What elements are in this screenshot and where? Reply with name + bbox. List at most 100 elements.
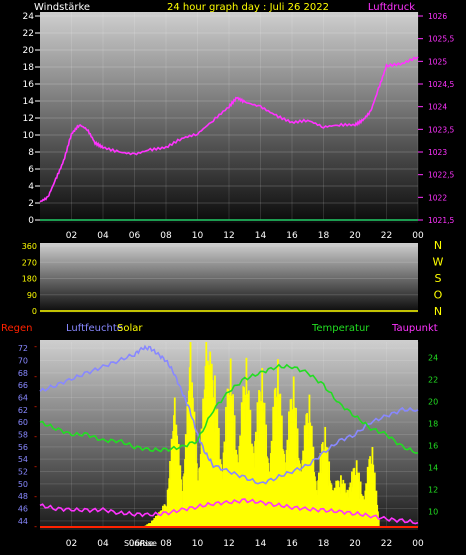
dewpoint-line (39, 498, 419, 525)
header-right: Luftdruck (368, 2, 415, 13)
left-tick-label: 10 (23, 131, 35, 141)
direction-letter: W (433, 256, 444, 269)
x-tick-label: 00 (412, 231, 424, 241)
x-tick-label: 20 (349, 539, 361, 549)
right-tick-label: 1023 (428, 148, 447, 157)
humidity-tick-label: 60 (18, 418, 28, 427)
x-tick-label: 08 (160, 539, 172, 549)
solar-area (143, 342, 380, 527)
left-tick-label: 12 (23, 114, 34, 124)
dewpoint-label: Taupunkt (391, 323, 438, 334)
humidity-line (39, 344, 419, 485)
direction-letter: S (435, 272, 442, 285)
rain-tick-label: - (34, 342, 37, 351)
direction-tick-label: 270 (22, 258, 37, 267)
climate-lines (39, 344, 419, 528)
temperature-tick-label: 24 (428, 353, 438, 362)
humidity-tick-label: 64 (18, 394, 28, 403)
humidity-tick-label: 44 (18, 517, 28, 526)
x-tick-label: 04 (97, 539, 109, 549)
temperature-tick-label: 12 (428, 486, 438, 495)
right-tick-label: 1025 (428, 57, 447, 66)
direction-letter: N (434, 305, 442, 318)
left-tick-label: 8 (28, 148, 34, 158)
left-tick-label: 22 (23, 29, 34, 39)
right-tick-label: 1024,5 (428, 80, 454, 89)
humidity-tick-label: 72 (18, 344, 28, 353)
direction-panel (40, 243, 418, 313)
direction-letter: N (434, 239, 442, 252)
left-tick-label: 6 (28, 165, 34, 175)
direction-axis-ticks: 0 90 180 270 360 (22, 242, 37, 316)
left-tick-label: 18 (23, 63, 35, 73)
rain-tick-label: - (34, 462, 37, 471)
temperature-tick-label: 10 (428, 508, 438, 517)
humidity-tick-label: 62 (18, 406, 28, 415)
x-tick-label: 14 (255, 231, 267, 241)
left-tick-label: 4 (28, 182, 34, 192)
rain-tick-label: - (34, 492, 37, 501)
temperature-tick-label: 18 (428, 419, 438, 428)
rain-label: Regen (1, 323, 33, 334)
temperature-tick-label: 20 (428, 397, 438, 406)
rain-tick-label: - (34, 522, 37, 531)
left-tick-label: 0 (28, 216, 34, 226)
right-tick-label: 1025,5 (428, 35, 454, 44)
x-tick-label: 10 (192, 539, 204, 549)
pressure-grid (40, 12, 419, 221)
solar-label: Solar (117, 323, 143, 334)
pressure-axis-ticks: 0246810121416182022241021,510221022,5102… (23, 12, 455, 226)
humidity-tick-label: 46 (18, 505, 28, 514)
humidity-tick-label: 54 (18, 455, 28, 464)
x-tick-label: 18 (318, 231, 330, 241)
climate-x-ticks: 02 04 06 08 10 12 14 16 18 20 22 00 (66, 539, 424, 549)
right-tick-label: 1023,5 (428, 125, 454, 134)
sunset-label: Rise (140, 539, 157, 548)
left-tick-label: 14 (23, 97, 35, 107)
humidity-tick-label: 48 (18, 492, 28, 501)
x-tick-label: 06 (129, 539, 141, 549)
x-tick-label: 16 (286, 539, 298, 549)
rain-tick-label: - (34, 402, 37, 411)
direction-tick-label: 0 (32, 307, 37, 316)
direction-tick-label: 90 (27, 291, 37, 300)
humidity-tick-label: 70 (18, 357, 28, 366)
x-tick-label: 08 (160, 231, 172, 241)
x-tick-label: 22 (381, 539, 392, 549)
humidity-tick-label: 58 (18, 431, 28, 440)
x-tick-label: 16 (286, 231, 298, 241)
pressure-line (39, 56, 419, 203)
right-tick-label: 1021,5 (428, 216, 454, 225)
x-tick-label: 06 (129, 231, 141, 241)
x-tick-label: 04 (97, 231, 109, 241)
pressure-lines (39, 56, 419, 221)
x-tick-label: 12 (223, 231, 234, 241)
right-tick-label: 1024 (428, 103, 447, 112)
x-tick-label: 22 (381, 231, 392, 241)
rain-tick-label: - (34, 372, 37, 381)
header-center: 24 hour graph day : Juli 26 2022 (167, 2, 329, 13)
x-tick-label: 20 (349, 231, 361, 241)
humidity-tick-label: 50 (18, 480, 28, 489)
temperature-label: Temperatur (311, 323, 370, 334)
x-tick-label: 02 (66, 231, 77, 241)
humidity-tick-label: 66 (18, 381, 28, 390)
sunrise-label: Sunrise (124, 539, 154, 548)
humidity-tick-label: 56 (18, 443, 28, 452)
right-tick-label: 1022,5 (428, 171, 454, 180)
temperature-tick-label: 22 (428, 375, 438, 384)
direction-letter: O (434, 289, 443, 302)
temperature-tick-label: 16 (428, 442, 438, 451)
x-tick-label: 02 (66, 539, 77, 549)
solar-bar (373, 472, 376, 527)
temperature-tick-label: 14 (428, 464, 438, 473)
humidity-tick-label: 68 (18, 369, 28, 378)
left-tick-label: 20 (23, 46, 35, 56)
right-tick-label: 1022 (428, 193, 447, 202)
left-tick-label: 2 (28, 199, 34, 209)
left-tick-label: 16 (23, 80, 35, 90)
x-tick-label: 10 (192, 231, 204, 241)
header-left: Windstärke (34, 2, 90, 13)
